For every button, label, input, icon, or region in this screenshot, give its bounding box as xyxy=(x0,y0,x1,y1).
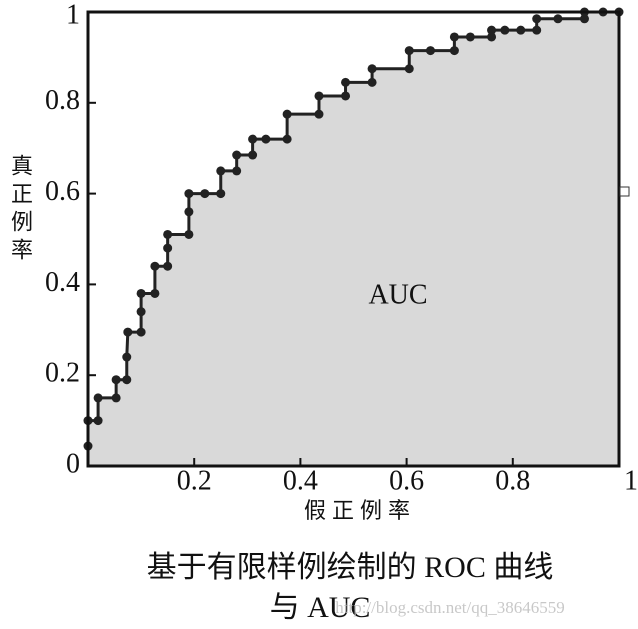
roc-point xyxy=(341,91,351,101)
y-tick-label: 0.2 xyxy=(45,358,80,389)
x-tick-label: 0.6 xyxy=(389,465,424,496)
auc-label: AUC xyxy=(368,279,427,310)
x-tick-label: 0.4 xyxy=(283,465,318,496)
y-tick-label: 0.8 xyxy=(45,85,80,116)
roc-point xyxy=(184,207,194,217)
auc-area xyxy=(88,12,619,466)
roc-point xyxy=(449,46,459,56)
roc-point xyxy=(111,375,121,385)
roc-point xyxy=(163,261,173,271)
roc-point xyxy=(487,25,497,35)
x-tick-label: 1 xyxy=(624,465,638,496)
roc-point xyxy=(404,46,414,56)
x-axis-label: 假正例率 xyxy=(304,498,416,523)
roc-point xyxy=(465,32,475,42)
roc-point xyxy=(532,14,542,24)
roc-point xyxy=(232,150,242,160)
roc-point xyxy=(282,134,292,144)
roc-point xyxy=(111,393,121,403)
x-tick-label: 0.8 xyxy=(495,465,530,496)
roc-point xyxy=(163,229,173,239)
roc-point xyxy=(449,32,459,42)
roc-point xyxy=(122,375,132,385)
roc-point xyxy=(553,14,563,24)
roc-point xyxy=(367,64,377,74)
roc-point xyxy=(314,109,324,119)
roc-point xyxy=(500,25,510,35)
roc-point xyxy=(487,32,497,42)
roc-point xyxy=(216,189,226,199)
y-tick-label: 0 xyxy=(66,448,80,479)
roc-point xyxy=(367,77,377,87)
roc-point xyxy=(516,25,526,35)
roc-point xyxy=(184,229,194,239)
roc-point xyxy=(248,150,258,160)
handle xyxy=(619,186,630,197)
roc-point xyxy=(579,14,589,24)
roc-point xyxy=(314,91,324,101)
roc-point xyxy=(150,261,160,271)
y-axis-label: 真正例率 xyxy=(8,154,33,266)
x-tick-label: 0.2 xyxy=(177,465,212,496)
roc-point xyxy=(136,307,146,317)
roc-point xyxy=(425,46,435,56)
roc-point xyxy=(93,416,103,426)
roc-point xyxy=(282,109,292,119)
roc-point xyxy=(136,288,146,298)
roc-point xyxy=(532,25,542,35)
roc-point xyxy=(150,288,160,298)
plot-area xyxy=(83,7,624,468)
y-tick-label: 0.4 xyxy=(45,267,80,298)
caption-line: 基于有限样例绘制的 ROC 曲线 xyxy=(147,551,554,584)
watermark: http://blog.csdn.net/qq_38646559 xyxy=(335,598,565,617)
roc-point xyxy=(404,64,414,74)
roc-point xyxy=(341,77,351,87)
roc-point xyxy=(122,352,132,362)
roc-point xyxy=(184,189,194,199)
roc-point xyxy=(261,134,271,144)
roc-point xyxy=(232,166,242,176)
roc-point xyxy=(248,134,258,144)
frame xyxy=(86,10,621,468)
caption-line: 与 AUC xyxy=(270,591,371,624)
roc-point xyxy=(93,393,103,403)
roc-point xyxy=(136,327,146,337)
roc-point xyxy=(163,243,173,253)
roc-point xyxy=(123,327,133,337)
y-tick-label: 0.6 xyxy=(45,176,80,207)
roc-point xyxy=(200,189,210,199)
roc-point xyxy=(216,166,226,176)
y-tick-label: 1 xyxy=(66,0,80,30)
